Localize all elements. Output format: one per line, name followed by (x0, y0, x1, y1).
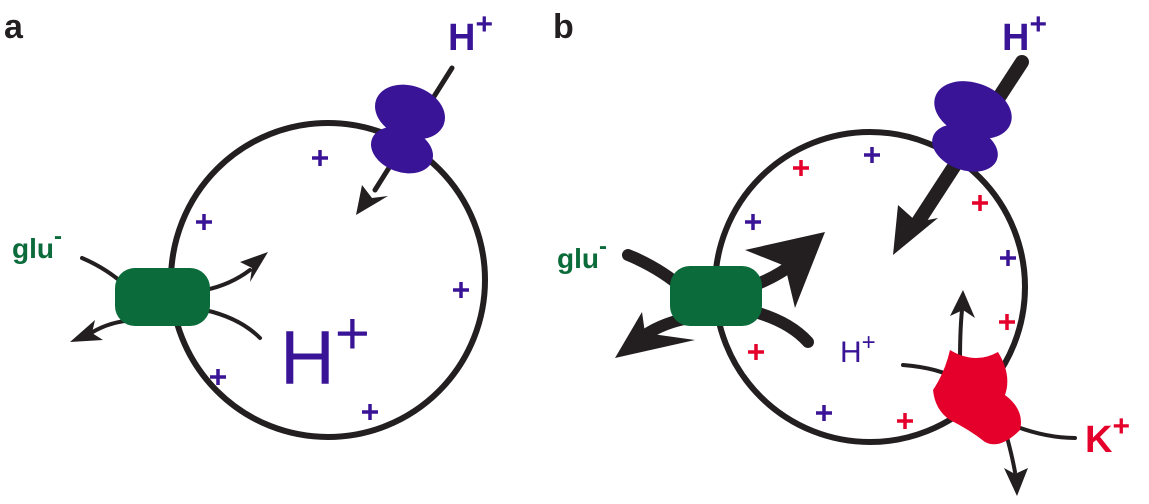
charge-sign (362, 404, 378, 420)
label-part: + (335, 300, 370, 367)
charge-sign (745, 214, 761, 230)
label-part: H (1002, 17, 1029, 59)
ion-label: H+ (280, 300, 370, 401)
ion-label: glu- (557, 233, 607, 274)
charge-sign (999, 314, 1015, 330)
ion-label: H+ (1002, 8, 1047, 59)
label-part: glu (12, 233, 54, 264)
label-part: - (599, 233, 607, 260)
charge-sign (816, 405, 832, 421)
arrowhead (240, 252, 268, 282)
label-part: + (862, 329, 876, 356)
flux-line (205, 310, 260, 338)
arrowhead (356, 185, 388, 215)
charge-sign (196, 214, 212, 230)
ion-label: K+ (1085, 410, 1130, 461)
charge-sign (864, 147, 880, 163)
transporter (115, 268, 210, 326)
flux-line (960, 310, 962, 360)
label-part: + (475, 8, 493, 41)
label-part: + (1112, 410, 1130, 443)
charge-sign (793, 160, 809, 176)
panel-label: a (4, 8, 24, 46)
label-part: H (280, 316, 335, 401)
flux-line (205, 270, 250, 290)
label-part: - (54, 223, 62, 250)
label-part: + (1029, 8, 1047, 41)
ion-label: H+ (840, 329, 876, 369)
transporter (670, 266, 762, 326)
label-part: H (840, 336, 862, 369)
label-part: K (1085, 419, 1113, 461)
charge-sign (453, 282, 469, 298)
ion-label: H+ (448, 8, 493, 59)
panel-b: b H+ glu- H+ K+ (553, 8, 1130, 496)
charge-sign (312, 150, 328, 166)
diagram: a H+ glu- H+ b H+ (0, 0, 1149, 504)
label-part: H (448, 17, 475, 59)
charge-sign (972, 195, 988, 211)
panel-label: b (553, 8, 574, 46)
label-part: glu (557, 243, 599, 274)
panel-a: a H+ glu- H+ (4, 8, 493, 437)
charge-sign (1000, 250, 1016, 266)
charge-sign (897, 413, 913, 429)
flux-line (755, 312, 808, 342)
charge-sign (748, 344, 764, 360)
ion-label: glu- (12, 223, 62, 264)
